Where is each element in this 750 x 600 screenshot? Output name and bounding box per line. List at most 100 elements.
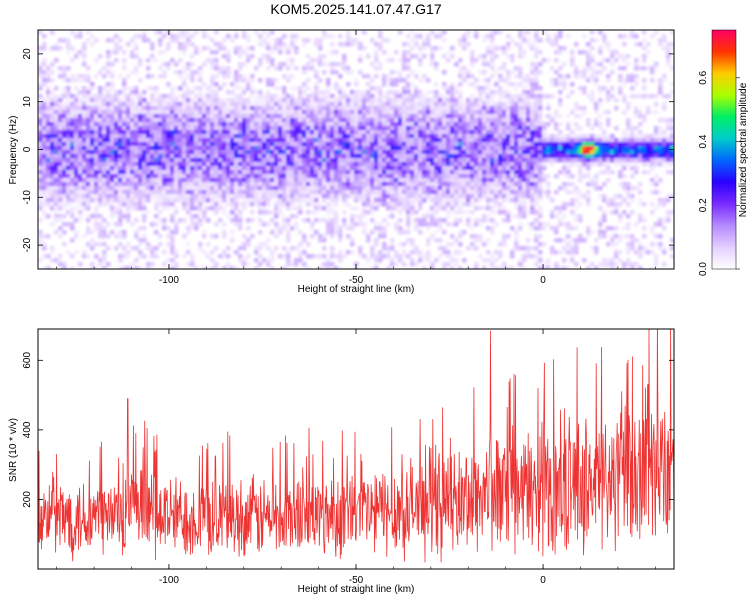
spectrogram-cell: [370, 202, 375, 207]
spectrogram-cell: [310, 62, 315, 67]
spectrogram-cell: [422, 266, 427, 269]
spectrogram-cell: [98, 106, 103, 111]
spectrogram-cell: [334, 130, 339, 135]
spectrogram-cell: [282, 86, 287, 91]
spectrogram-cell: [366, 162, 371, 167]
spectrogram-cell: [198, 198, 203, 203]
spectrogram-cell: [294, 162, 299, 167]
spectrogram-cell: [234, 170, 239, 175]
spectrogram-cell: [410, 126, 415, 131]
spectrogram-cell: [142, 106, 147, 111]
spectrogram-cell: [206, 118, 211, 123]
spectrogram-cell: [286, 126, 291, 131]
spectrogram-cell: [234, 122, 239, 127]
spectrogram-cell: [298, 130, 303, 135]
spectrogram-cell: [370, 174, 375, 179]
spectrogram-cell: [522, 78, 527, 83]
spectrogram-cell: [486, 174, 491, 179]
spectrogram-cell: [346, 94, 351, 99]
spectrogram-cell: [534, 62, 539, 67]
spectrogram-cell: [450, 206, 455, 211]
spectrogram-cell: [246, 182, 251, 187]
spectrogram-cell: [258, 34, 263, 39]
spectrogram-cell: [418, 126, 423, 131]
spectrogram-cell: [422, 186, 427, 191]
spectrogram-cell: [222, 126, 227, 131]
spectrogram-cell: [282, 150, 287, 155]
spectrogram-cell: [258, 106, 263, 111]
spectrogram-cell: [430, 166, 435, 171]
spectrogram-cell: [210, 114, 215, 119]
spectrogram-cell: [442, 102, 447, 107]
spectrogram-cell: [174, 198, 179, 203]
spectrogram-cell: [222, 230, 227, 235]
spectrogram-cell: [406, 226, 411, 231]
spectrogram-cell: [114, 126, 119, 131]
spectrogram-cell: [414, 142, 419, 147]
spectrogram-cell: [322, 218, 327, 223]
spectrogram-cell: [330, 230, 335, 235]
spectrogram-cell: [66, 170, 71, 175]
spectrogram-cell: [486, 122, 491, 127]
spectrogram-cell: [334, 214, 339, 219]
spectrogram-cell: [458, 42, 463, 47]
spectrogram-cell: [386, 194, 391, 199]
spectrogram-cell: [142, 206, 147, 211]
spectrogram-cell: [474, 130, 479, 135]
spectrogram-cell: [138, 162, 143, 167]
spectrogram-cell: [70, 98, 75, 103]
spectrogram-cell: [218, 66, 223, 71]
spectrogram-cell: [418, 218, 423, 223]
spectrogram-cell: [150, 114, 155, 119]
spectrogram-cell: [470, 138, 475, 143]
spectrogram-cell: [398, 98, 403, 103]
spectrogram-cell: [314, 110, 319, 115]
spectrogram-cell: [254, 118, 259, 123]
spectrogram-cell: [246, 82, 251, 87]
spectrogram-cell: [82, 122, 87, 127]
spectrogram-cell: [86, 122, 91, 127]
spectrogram-cell: [162, 130, 167, 135]
spectrogram-cell: [130, 146, 135, 151]
spectrogram-cell: [518, 202, 523, 207]
spectrogram-cell: [250, 110, 255, 115]
spectrogram-cell: [450, 178, 455, 183]
spectrogram-cell: [90, 214, 95, 219]
spectrogram-cell: [218, 166, 223, 171]
spectrogram-cell: [102, 94, 107, 99]
spectrogram-cell: [498, 138, 503, 143]
spectrogram-cell: [214, 66, 219, 71]
spectrogram-cell: [358, 214, 363, 219]
spectrogram-cell: [410, 166, 415, 171]
spectrogram-cell: [386, 106, 391, 111]
spectrogram-cell: [306, 194, 311, 199]
spectrogram-cell: [378, 110, 383, 115]
spectrogram-cell: [294, 98, 299, 103]
spectrogram-cell: [426, 138, 431, 143]
spectrogram-cell: [478, 126, 483, 131]
spectrogram-cell: [162, 226, 167, 231]
spectrogram-cell: [190, 42, 195, 47]
spectrogram-cell: [494, 170, 499, 175]
spectrogram-cell: [174, 70, 179, 75]
spectrogram-cell: [478, 146, 483, 151]
spectrogram-cell: [162, 150, 167, 155]
spectrogram-cell: [326, 262, 331, 267]
spectrogram-cell: [486, 154, 491, 159]
spectrogram-cell: [290, 38, 295, 43]
spectrogram-cell: [218, 114, 223, 119]
spectrogram-cell: [450, 154, 455, 159]
spectrogram-cell: [370, 126, 375, 131]
spectrogram-cell: [394, 154, 399, 159]
spectrogram-cell: [330, 262, 335, 267]
spectrogram-cell: [178, 194, 183, 199]
spectrogram-cell: [350, 102, 355, 107]
spectrogram-cell: [62, 214, 67, 219]
spectrogram-cell: [378, 162, 383, 167]
spectrogram-cell: [166, 46, 171, 51]
spectrogram-cell: [354, 90, 359, 95]
spectrogram-cell: [86, 78, 91, 83]
spectrogram-cell: [222, 206, 227, 211]
spectrogram-cell: [62, 66, 67, 71]
spectrogram-cell: [170, 134, 175, 139]
